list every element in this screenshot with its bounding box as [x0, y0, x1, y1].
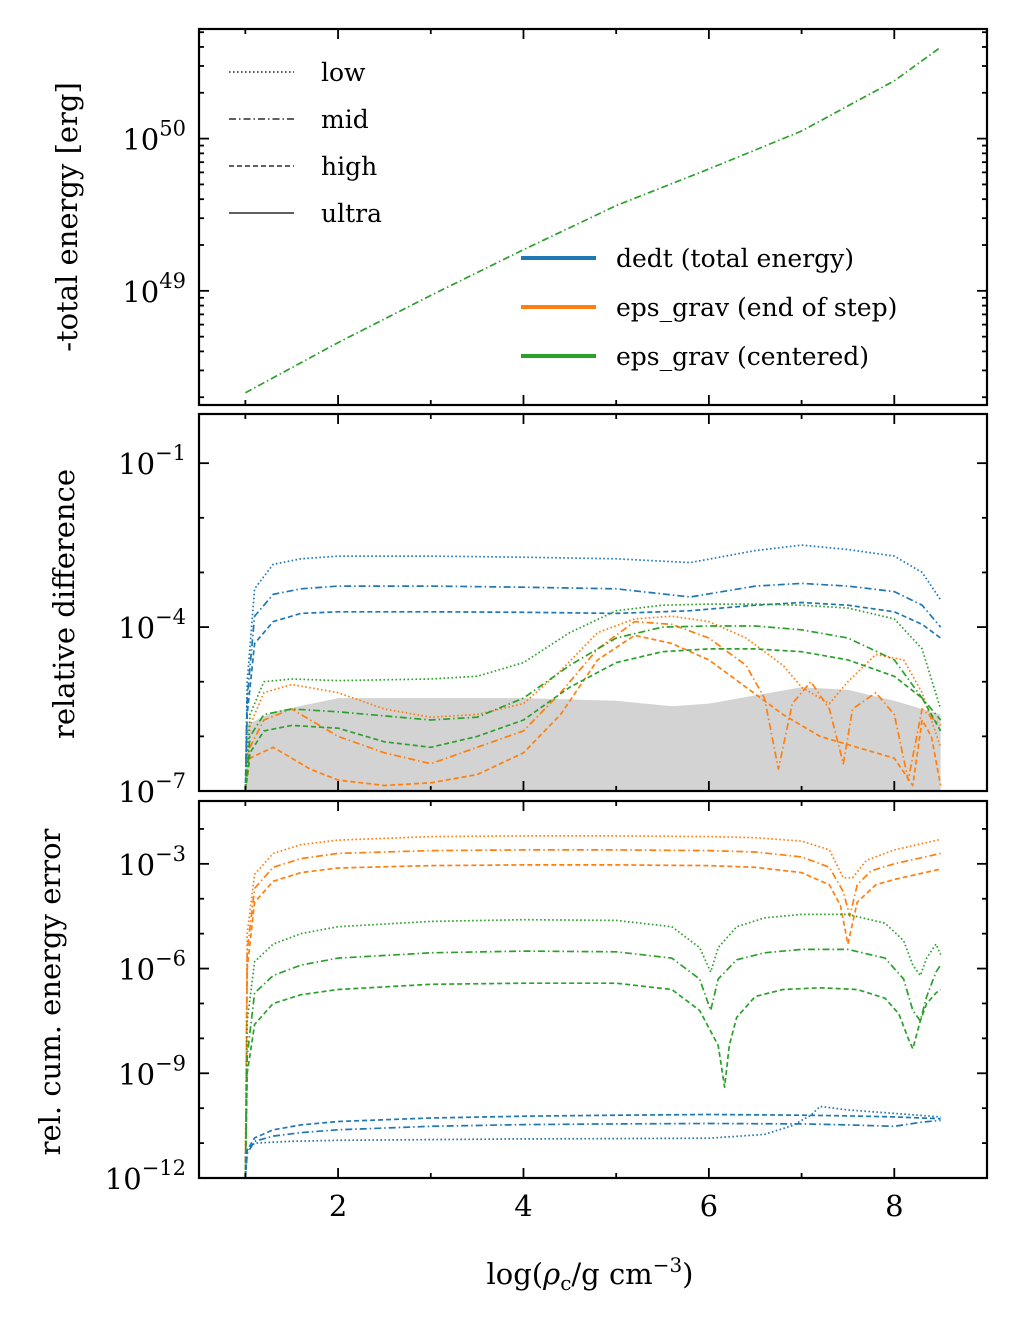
- legend-label-quantity-1: eps_grav (end of step): [616, 293, 897, 322]
- series-line-mid-1: [244, 582, 942, 791]
- series-line-low-6: [244, 603, 942, 791]
- y-tick-label: 10−3: [118, 842, 186, 882]
- axes-frame-bottom: [197, 799, 989, 1180]
- y-tick-label: 1050: [122, 117, 186, 157]
- axes-frame-top: [197, 27, 989, 407]
- y-tick-label: 1049: [122, 269, 186, 309]
- legend-label-low: low: [321, 58, 366, 87]
- y-axis-label-middle: relative difference: [47, 469, 81, 739]
- y-tick-label: 10−9: [118, 1051, 186, 1091]
- series-line-high-8: [244, 648, 942, 791]
- y-axis-label-bottom: rel. cum. energy error: [33, 828, 67, 1155]
- series-line-low-6: [244, 1105, 941, 1178]
- y-tick-label: 10−12: [105, 1156, 186, 1196]
- legend-quantity: dedt (total energy) eps_grav (end of step…: [521, 244, 897, 371]
- x-tick-label: 4: [514, 1189, 532, 1223]
- y-tick-label: 10−1: [118, 441, 186, 481]
- y-tick-label: 10−4: [118, 605, 186, 645]
- x-axis-label: log(ρc/g cm−3): [487, 1253, 694, 1295]
- legend-label-ultra: ultra: [321, 199, 382, 228]
- series-line-high-5: [244, 982, 942, 1178]
- ticks-top: 1049 1050: [122, 29, 987, 405]
- y-tick-label: 10−6: [118, 947, 186, 987]
- axes-frame-middle: [197, 412, 989, 793]
- legend-label-mid: mid: [321, 105, 369, 134]
- series-line-mid-4: [244, 948, 942, 1178]
- legend-label-quantity-0: dedt (total energy): [616, 244, 854, 273]
- legend-resolution: low mid high ultra: [229, 58, 382, 228]
- legend-label-high: high: [321, 152, 377, 181]
- plot-area-top: [244, 46, 942, 394]
- series-line-curve-0: [244, 46, 942, 394]
- y-tick-label: 10−7: [118, 769, 186, 809]
- ticks-middle: 10−7 10−4 10−1: [118, 414, 987, 809]
- panel-total-energy: 1049 1050 -total energy [erg]: [50, 27, 989, 407]
- series-line-mid-7: [244, 625, 942, 791]
- x-tick-label: 6: [700, 1189, 718, 1223]
- legend-label-quantity-2: eps_grav (centered): [616, 342, 869, 371]
- series-line-high-5: [244, 634, 942, 791]
- ticks-bottom: 2 4 6 8 10−12 10−9 10−6 10−3: [105, 801, 987, 1223]
- x-tick-label: 2: [329, 1189, 347, 1223]
- panel-relative-difference: 10−7 10−4 10−1 relative difference: [47, 412, 989, 809]
- plot-area-bottom: [244, 835, 942, 1178]
- x-tick-label: 8: [885, 1189, 903, 1223]
- panel-cumulative-energy-error: 2 4 6 8 10−12 10−9 10−6 10−3 rel. cum. energy e…: [33, 799, 989, 1223]
- y-axis-label-top: -total energy [erg]: [50, 82, 84, 352]
- plot-area-middle: [244, 544, 942, 791]
- series-line-mid-7: [244, 1119, 941, 1178]
- series-line-low-0: [244, 835, 941, 1178]
- series-line-high-2: [244, 864, 941, 1178]
- series-line-mid-4: [244, 620, 942, 791]
- series-line-mid-1: [244, 849, 941, 1178]
- series-line-high-8: [244, 1113, 941, 1178]
- series-line-high-2: [244, 601, 942, 791]
